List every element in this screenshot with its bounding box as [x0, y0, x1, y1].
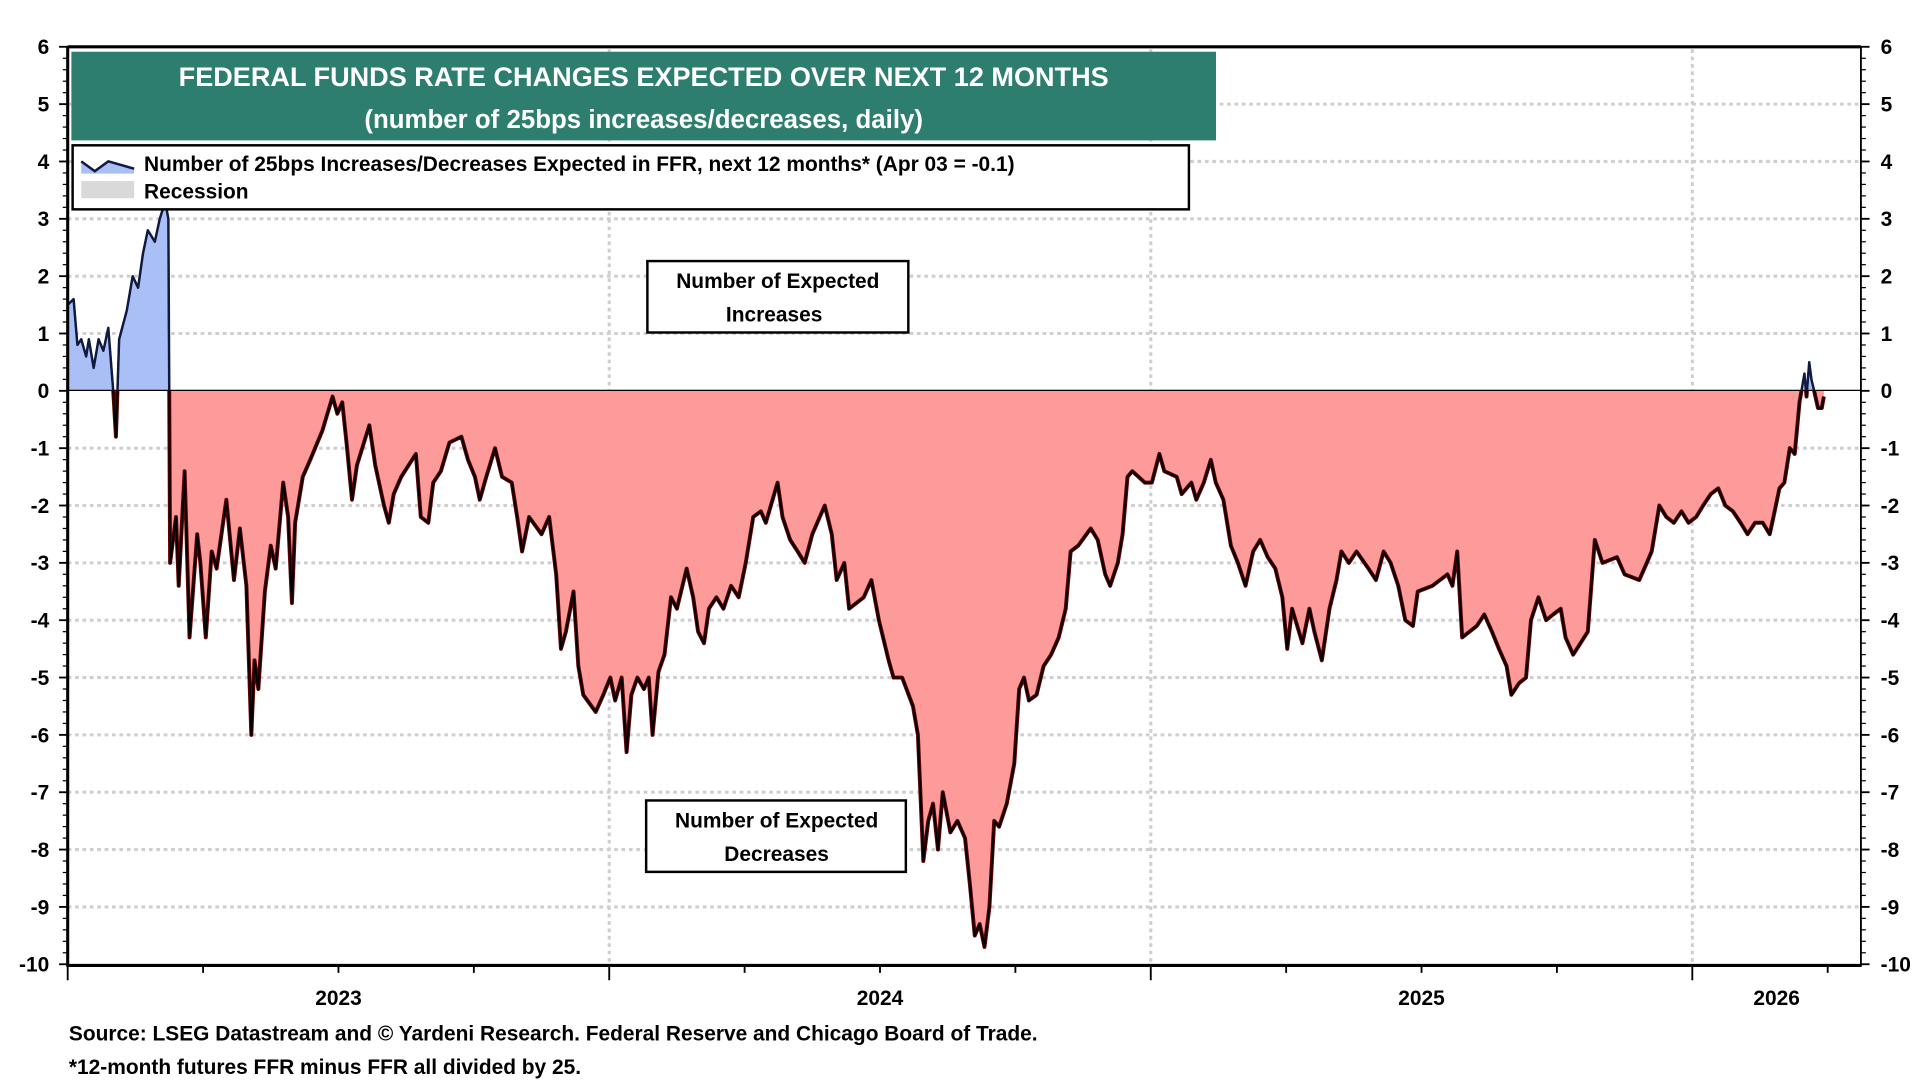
y-tick-label-right: 2 [1881, 266, 1893, 289]
ticks: 6 6 5 5 4 4 3 3 2 2 1 1 0 0 -1 -1 -2 -2 -3 -3 -4 -4 -5 -5 -6 -6 -7… [19, 36, 1911, 1010]
y-tick-label-left: -2 [31, 495, 50, 518]
y-tick-label-right: 1 [1881, 323, 1893, 346]
y-tick-label-left: -3 [31, 552, 50, 575]
annotation-decreases-line2: Decreases [724, 843, 829, 866]
x-tick-label: 2023 [315, 987, 362, 1010]
title-box: FEDERAL FUNDS RATE CHANGES EXPECTED OVER… [71, 51, 1216, 141]
legend-recession-label: Recession [144, 180, 249, 203]
series-line [67, 200, 1826, 949]
y-tick-label-left: -5 [31, 667, 50, 690]
footnote: *12-month futures FFR minus FFR all divi… [69, 1056, 581, 1079]
y-tick-label-left: 2 [38, 266, 50, 289]
legend-series-label: Number of 25bps Increases/Decreases Expe… [144, 153, 1015, 176]
legend: Number of 25bps Increases/Decreases Expe… [71, 144, 1191, 211]
y-tick-label-right: 3 [1881, 208, 1893, 231]
y-tick-label-left: -10 [19, 954, 49, 977]
y-tick-label-right: -5 [1881, 667, 1900, 690]
axes [66, 45, 1862, 968]
y-tick-label-right: 0 [1881, 380, 1893, 403]
series-line [67, 200, 1825, 948]
y-tick-label-left: -9 [31, 896, 50, 919]
y-tick-label-left: 6 [38, 36, 50, 59]
area-decreases [67, 390, 1824, 948]
annotation-decreases-line1: Number of Expected [675, 810, 878, 833]
y-tick-label-left: -7 [31, 782, 50, 805]
y-tick-label-left: -1 [31, 438, 50, 461]
y-tick-label-right: -3 [1881, 552, 1900, 575]
y-tick-label-right: 6 [1881, 36, 1893, 59]
y-tick-label-right: -9 [1881, 896, 1900, 919]
y-tick-label-right: 5 [1881, 94, 1893, 117]
y-tick-label-left: 0 [38, 380, 50, 403]
y-tick-label-right: 4 [1881, 151, 1893, 174]
y-tick-label-right: -4 [1881, 610, 1900, 633]
y-tick-label-right: -10 [1881, 954, 1911, 977]
y-tick-label-left: -4 [31, 610, 50, 633]
annotation-increases-line1: Number of Expected [676, 270, 879, 293]
annotation-decreases: Number of Expected Decreases [644, 799, 908, 874]
y-tick-label-left: 4 [38, 151, 50, 174]
annotation-increases: Number of Expected Increases [646, 259, 910, 334]
x-tick-label: 2025 [1398, 987, 1445, 1010]
series-area [67, 201, 1824, 948]
y-tick-label-left: -8 [31, 839, 50, 862]
chart-subtitle: (number of 25bps increases/decreases, da… [364, 106, 923, 134]
source-note: Source: LSEG Datastream and © Yardeni Re… [69, 1023, 1038, 1046]
y-tick-label-right: -1 [1881, 438, 1900, 461]
y-tick-label-right: -6 [1881, 724, 1900, 747]
y-tick-label-right: -8 [1881, 839, 1900, 862]
annotation-increases-line2: Increases [726, 303, 822, 326]
legend-series-swatch [80, 159, 135, 174]
y-tick-label-right: -7 [1881, 782, 1900, 805]
chart-title: FEDERAL FUNDS RATE CHANGES EXPECTED OVER… [179, 61, 1109, 92]
legend-recession-swatch [81, 181, 135, 199]
y-tick-label-right: -2 [1881, 495, 1900, 518]
y-tick-label-left: 1 [38, 323, 50, 346]
y-tick-label-left: 3 [38, 208, 50, 231]
x-tick-label: 2026 [1753, 987, 1800, 1010]
x-tick-label: 2024 [857, 987, 904, 1010]
y-tick-label-left: 5 [38, 94, 50, 117]
y-tick-label-left: -6 [31, 724, 50, 747]
